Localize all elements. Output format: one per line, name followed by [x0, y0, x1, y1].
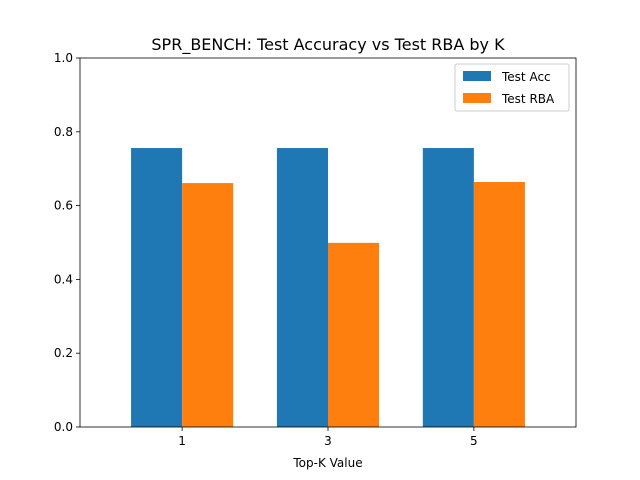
- x-tick-label: 5: [470, 434, 478, 448]
- x-tick-label: 3: [324, 434, 332, 448]
- bar-test-rba-5: [473, 181, 525, 427]
- bar-test-rba-3: [328, 242, 380, 427]
- bar-test-rba-1: [182, 183, 234, 427]
- chart-title: SPR_BENCH: Test Accuracy vs Test RBA by …: [151, 35, 505, 55]
- y-tick-label: 0.4: [54, 272, 73, 286]
- x-axis-label: Top-K Value: [292, 456, 362, 470]
- legend: Test Acc Test RBA: [454, 63, 570, 112]
- bar-test-acc-1: [131, 148, 183, 428]
- y-tick-label: 1.0: [54, 51, 73, 65]
- bar-test-acc-5: [422, 148, 474, 428]
- legend-label-test-acc: Test Acc: [501, 70, 551, 84]
- bar-test-acc-3: [276, 148, 328, 428]
- legend-label-test-rba: Test RBA: [501, 92, 555, 106]
- y-tick-label: 0.2: [54, 346, 73, 360]
- y-tick-label: 0.6: [54, 199, 73, 213]
- legend-swatch-test-rba: [463, 93, 491, 103]
- y-tick-label: 0.8: [54, 125, 73, 139]
- x-tick-label: 1: [178, 434, 186, 448]
- plot-area: 1 3 5 0.0 0.2 0.4 0.6 0.8 1.0: [54, 51, 577, 448]
- legend-swatch-test-acc: [463, 71, 491, 81]
- y-tick-label: 0.0: [54, 420, 73, 434]
